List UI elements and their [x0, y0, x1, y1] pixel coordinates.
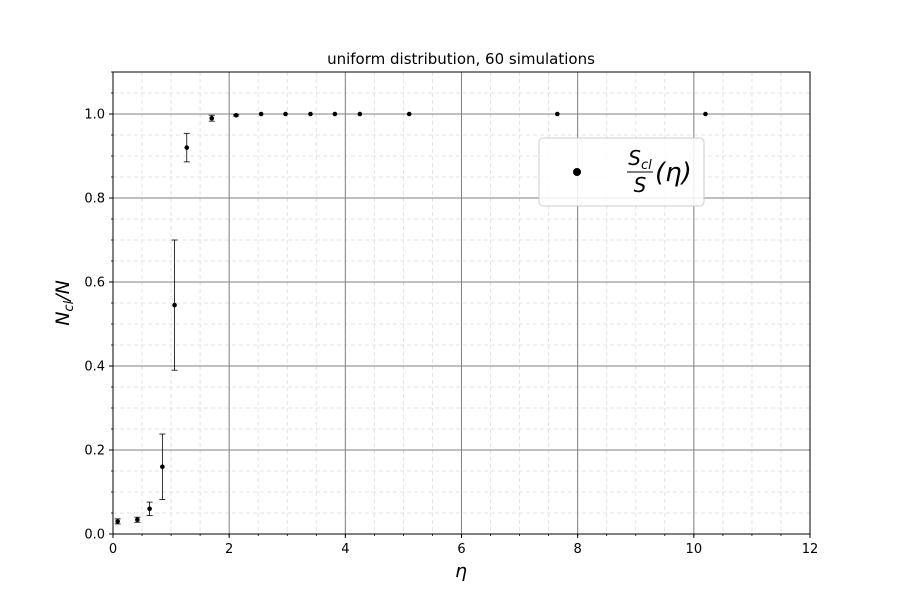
y-axis-label: Ncl/N	[52, 280, 77, 326]
data-point	[308, 111, 313, 117]
data-point	[332, 111, 338, 117]
legend-numerator: Scl	[628, 146, 652, 173]
legend-box	[538, 137, 705, 207]
x-tick-label: 8	[574, 542, 582, 557]
data-point	[209, 115, 215, 121]
data-point	[703, 111, 708, 117]
data-point	[184, 145, 190, 150]
legend-suffix: (η)	[655, 158, 692, 188]
data-point	[555, 111, 560, 117]
y-tick-label: 0.2	[84, 444, 105, 459]
y-tick-label: 0.8	[84, 192, 105, 207]
data-points	[114, 111, 708, 525]
y-tick-label: 0.4	[84, 360, 105, 375]
y-axis-label-tail: /N	[52, 280, 74, 303]
x-tick-label: 6	[457, 542, 465, 557]
axis-ticks: 0 2 4 6 8 10 12 0.0 0.2 0.4 0.6 0.8 1.0	[84, 71, 819, 557]
data-point	[406, 111, 412, 117]
data-point	[115, 519, 120, 524]
y-tick-label: 0.6	[84, 276, 105, 291]
x-tick-label: 2	[225, 542, 233, 557]
data-point	[283, 111, 288, 117]
legend-marker	[573, 168, 581, 176]
x-tick-label: 0	[109, 542, 117, 557]
data-point	[357, 111, 363, 117]
data-point	[233, 112, 239, 118]
x-axis-label: η	[455, 560, 467, 582]
x-tick-label: 4	[341, 542, 349, 557]
x-tick-label: 12	[802, 542, 819, 557]
legend-denominator: S	[634, 173, 647, 197]
y-axis-label-sub: cl	[62, 300, 77, 311]
chart-title: uniform distribution, 60 simulations	[327, 50, 595, 68]
y-axis-label-main: N	[52, 312, 74, 326]
data-point	[147, 506, 152, 512]
x-tick-label: 10	[686, 542, 703, 557]
data-point	[160, 464, 165, 470]
data-point	[258, 111, 264, 117]
legend: Scl S (η)	[538, 137, 705, 207]
y-tick-label: 0.0	[84, 528, 105, 543]
data-point	[172, 302, 177, 308]
y-tick-label: 1.0	[84, 108, 105, 123]
data-point	[135, 517, 140, 523]
